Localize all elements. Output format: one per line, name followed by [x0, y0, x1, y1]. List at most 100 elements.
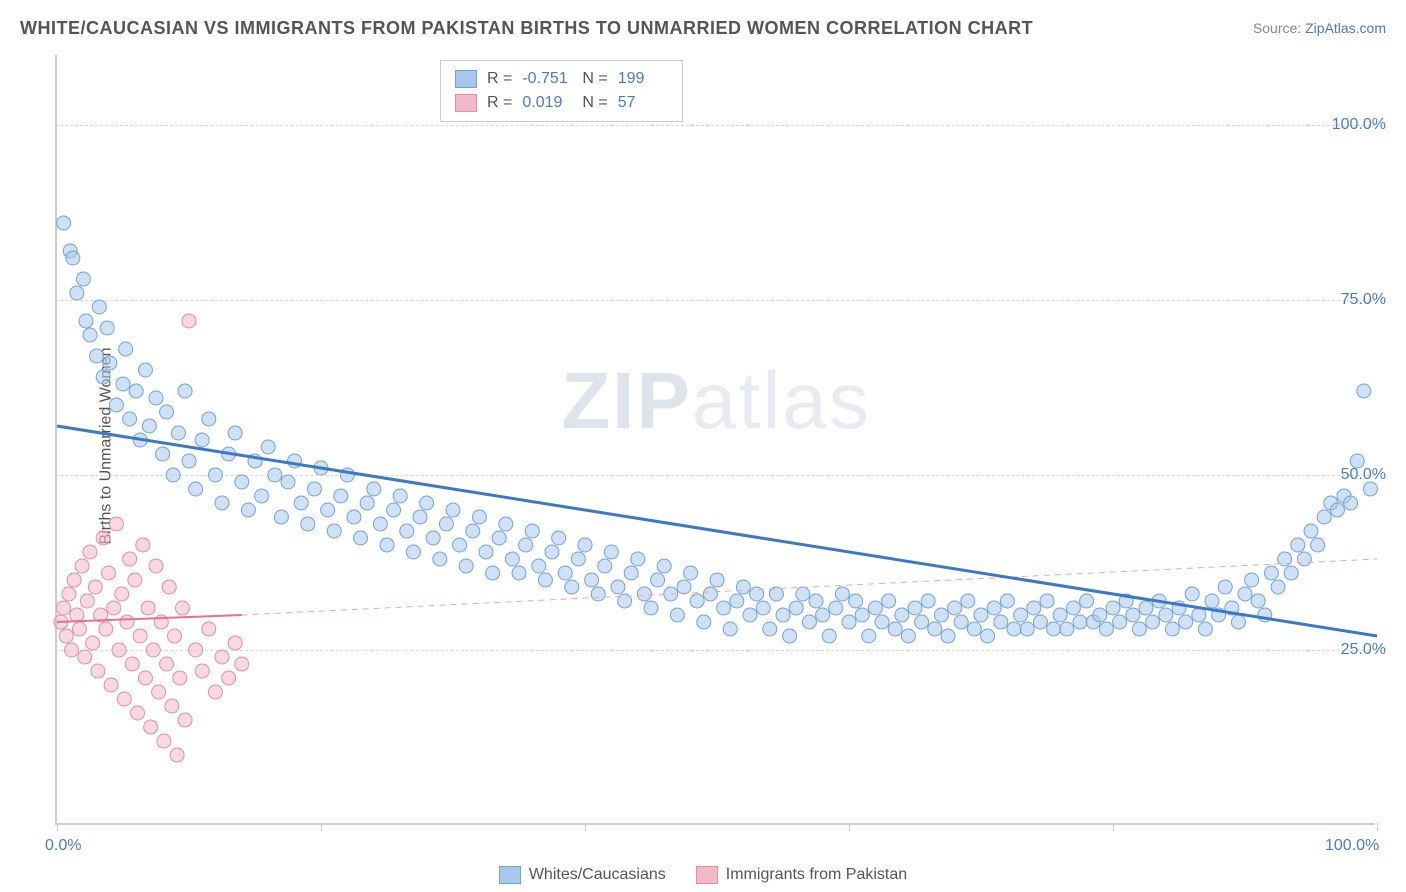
- scatter-point: [1330, 503, 1344, 517]
- scatter-point: [215, 650, 229, 664]
- scatter-point: [888, 622, 902, 636]
- scatter-point: [354, 531, 368, 545]
- bottom-label-0: Whites/Caucasians: [529, 866, 666, 884]
- scatter-point: [104, 678, 118, 692]
- scatter-point: [1060, 622, 1074, 636]
- scatter-point: [1073, 615, 1087, 629]
- scatter-point: [75, 559, 89, 573]
- scatter-point: [131, 706, 145, 720]
- scatter-point: [96, 531, 110, 545]
- legend-swatch-0: [455, 70, 477, 88]
- r-value-1: 0.019: [522, 91, 572, 115]
- scatter-point: [1344, 496, 1358, 510]
- n-label-0: N =: [582, 67, 607, 91]
- scatter-point: [677, 580, 691, 594]
- xtick-label-0: 0.0%: [45, 837, 81, 855]
- scatter-point: [367, 482, 381, 496]
- scatter-point: [512, 566, 526, 580]
- scatter-point: [83, 328, 97, 342]
- scatter-point: [538, 573, 552, 587]
- xtick: [1113, 823, 1114, 831]
- scatter-point: [178, 713, 192, 727]
- scatter-point: [116, 377, 130, 391]
- scatter-point: [128, 573, 142, 587]
- scatter-point: [182, 314, 196, 328]
- scatter-point: [756, 601, 770, 615]
- scatter-point: [703, 587, 717, 601]
- scatter-point: [637, 587, 651, 601]
- scatter-point: [651, 573, 665, 587]
- scatter-point: [802, 615, 816, 629]
- scatter-point: [604, 545, 618, 559]
- scatter-point: [1251, 594, 1265, 608]
- scatter-point: [241, 503, 255, 517]
- scatter-point: [255, 489, 269, 503]
- scatter-point: [88, 580, 102, 594]
- scatter-point: [146, 643, 160, 657]
- scatter-point: [160, 405, 174, 419]
- source-link[interactable]: ZipAtlas.com: [1305, 20, 1386, 36]
- scatter-point: [565, 580, 579, 594]
- scatter-point: [119, 342, 133, 356]
- scatter-point: [141, 601, 155, 615]
- scatter-point: [895, 608, 909, 622]
- scatter-point: [115, 587, 129, 601]
- scatter-point: [152, 685, 166, 699]
- scatter-point: [611, 580, 625, 594]
- scatter-point: [268, 468, 282, 482]
- scatter-point: [1297, 552, 1311, 566]
- source-prefix: Source:: [1253, 20, 1305, 36]
- scatter-point: [123, 552, 137, 566]
- scatter-point: [789, 601, 803, 615]
- chart-title: WHITE/CAUCASIAN VS IMMIGRANTS FROM PAKIS…: [20, 18, 1033, 39]
- scatter-point: [829, 601, 843, 615]
- scatter-point: [1304, 524, 1318, 538]
- legend-swatch-1: [455, 94, 477, 112]
- scatter-point: [1192, 608, 1206, 622]
- scatter-point: [552, 531, 566, 545]
- scatter-point: [195, 433, 209, 447]
- scatter-point: [948, 601, 962, 615]
- scatter-point: [166, 468, 180, 482]
- scatter-point: [1066, 601, 1080, 615]
- scatter-point: [165, 699, 179, 713]
- scatter-point: [294, 496, 308, 510]
- scatter-point: [400, 524, 414, 538]
- scatter-point: [908, 601, 922, 615]
- scatter-point: [100, 321, 114, 335]
- scatter-point: [466, 524, 480, 538]
- scatter-point: [1000, 594, 1014, 608]
- scatter-point: [578, 538, 592, 552]
- scatter-point: [934, 608, 948, 622]
- scatter-point: [133, 629, 147, 643]
- scatter-point: [717, 601, 731, 615]
- scatter-point: [684, 566, 698, 580]
- legend-row-series-0: R = -0.751 N = 199: [455, 67, 668, 91]
- scatter-point: [499, 517, 513, 531]
- scatter-point: [1350, 454, 1364, 468]
- scatter-point: [101, 566, 115, 580]
- scatter-point: [987, 601, 1001, 615]
- scatter-point: [59, 629, 73, 643]
- scatter-point: [1146, 615, 1160, 629]
- scatter-point: [486, 566, 500, 580]
- xtick: [585, 823, 586, 831]
- scatter-point: [519, 538, 533, 552]
- n-value-0: 199: [618, 67, 668, 91]
- scatter-point: [1027, 601, 1041, 615]
- scatter-point: [195, 664, 209, 678]
- scatter-point: [1113, 615, 1127, 629]
- scatter-point: [202, 412, 216, 426]
- scatter-point: [657, 559, 671, 573]
- bottom-legend: Whites/Caucasians Immigrants from Pakist…: [0, 866, 1406, 884]
- scatter-point: [954, 615, 968, 629]
- scatter-point: [558, 566, 572, 580]
- correlation-legend: R = -0.751 N = 199 R = 0.019 N = 57: [440, 60, 683, 122]
- scatter-point: [1007, 622, 1021, 636]
- scatter-point: [690, 594, 704, 608]
- scatter-point: [91, 664, 105, 678]
- scatter-point: [631, 552, 645, 566]
- n-label-1: N =: [582, 91, 607, 115]
- scatter-point: [967, 622, 981, 636]
- xtick: [321, 823, 322, 831]
